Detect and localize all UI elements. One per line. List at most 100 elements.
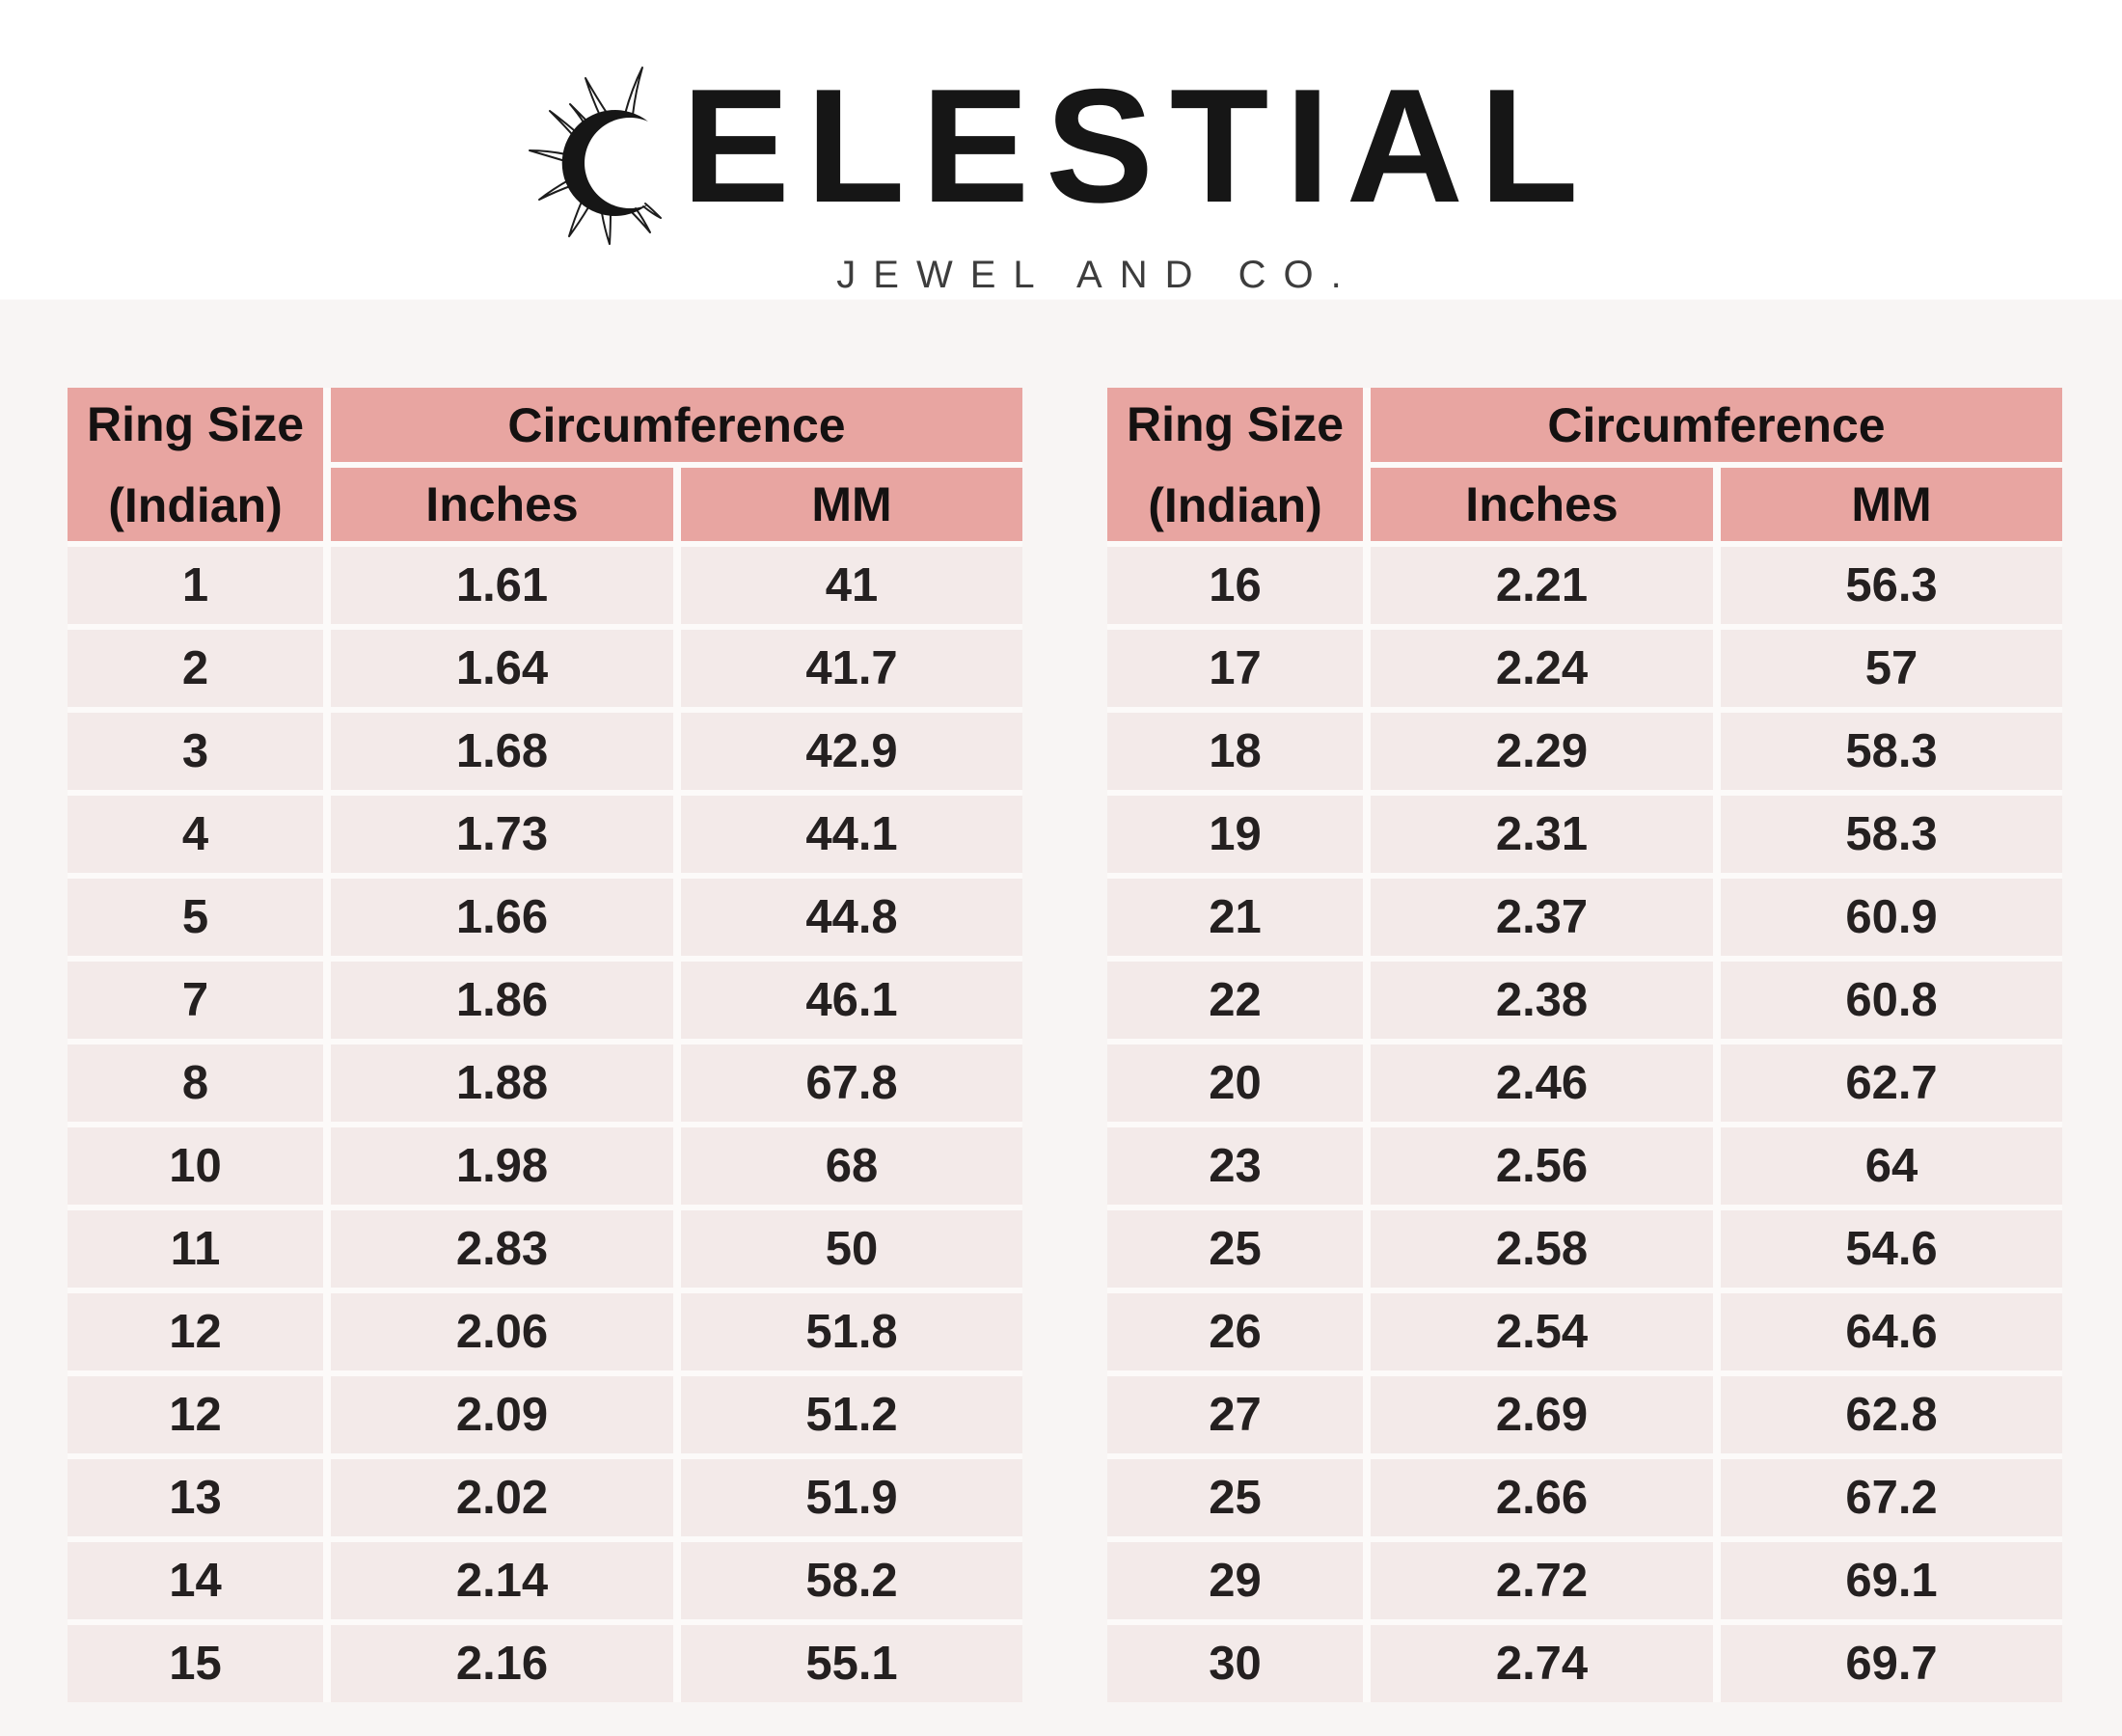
table-cell: 2.14 bbox=[331, 1542, 673, 1619]
table-cell: 2 bbox=[68, 630, 323, 707]
table-cell: 46.1 bbox=[681, 962, 1022, 1039]
table-cell: 62.8 bbox=[1721, 1376, 2062, 1453]
table-cell: 2.72 bbox=[1371, 1542, 1713, 1619]
table-cell: 25 bbox=[1107, 1210, 1363, 1288]
table-cell: 1.98 bbox=[331, 1127, 673, 1205]
table-cell: 51.8 bbox=[681, 1293, 1022, 1370]
table-cell: 13 bbox=[68, 1459, 323, 1536]
table-cell: 27 bbox=[1107, 1376, 1363, 1453]
brand-logo: ELESTIAL JEWEL AND CO. bbox=[0, 42, 2122, 297]
table-cell: 29 bbox=[1107, 1542, 1363, 1619]
ring-size-header-line2: (Indian) bbox=[108, 477, 283, 532]
ring-size-header: Ring Size (Indian) bbox=[1107, 388, 1363, 541]
table-cell: 16 bbox=[1107, 547, 1363, 624]
ring-size-header: Ring Size (Indian) bbox=[68, 388, 323, 541]
ring-size-header-line1: Ring Size bbox=[86, 396, 305, 451]
table-cell: 2.16 bbox=[331, 1625, 673, 1702]
table-cell: 12 bbox=[68, 1293, 323, 1370]
table-cell: 15 bbox=[68, 1625, 323, 1702]
table-cell: 67.8 bbox=[681, 1044, 1022, 1122]
table-cell: 21 bbox=[1107, 879, 1363, 956]
circumference-header: Circumference bbox=[331, 388, 1022, 462]
table-cell: 2.66 bbox=[1371, 1459, 1713, 1536]
table-cell: 69.7 bbox=[1721, 1625, 2062, 1702]
ring-size-header-line1: Ring Size bbox=[1126, 396, 1345, 451]
table-cell: 51.9 bbox=[681, 1459, 1022, 1536]
table-cell: 1 bbox=[68, 547, 323, 624]
table-cell: 64 bbox=[1721, 1127, 2062, 1205]
table-cell: 30 bbox=[1107, 1625, 1363, 1702]
table-cell: 1.61 bbox=[331, 547, 673, 624]
table-cell: 2.29 bbox=[1371, 713, 1713, 790]
table-cell: 64.6 bbox=[1721, 1293, 2062, 1370]
table-cell: 62.7 bbox=[1721, 1044, 2062, 1122]
table-cell: 1.66 bbox=[331, 879, 673, 956]
table-cell: 1.88 bbox=[331, 1044, 673, 1122]
table-cell: 2.46 bbox=[1371, 1044, 1713, 1122]
table-cell: 2.06 bbox=[331, 1293, 673, 1370]
table-cell: 4 bbox=[68, 796, 323, 873]
table-cell: 14 bbox=[68, 1542, 323, 1619]
table-cell: 2.37 bbox=[1371, 879, 1713, 956]
brand-name-text: ELESTIAL bbox=[681, 55, 1595, 236]
table-cell: 56.3 bbox=[1721, 547, 2062, 624]
circumference-header: Circumference bbox=[1371, 388, 2062, 462]
table-cell: 1.64 bbox=[331, 630, 673, 707]
table-cell: 1.68 bbox=[331, 713, 673, 790]
table-cell: 2.74 bbox=[1371, 1625, 1713, 1702]
table-cell: 8 bbox=[68, 1044, 323, 1122]
table-cell: 68 bbox=[681, 1127, 1022, 1205]
table-cell: 2.24 bbox=[1371, 630, 1713, 707]
table-cell: 41.7 bbox=[681, 630, 1022, 707]
table-cell: 58.3 bbox=[1721, 796, 2062, 873]
table-cell: 2.21 bbox=[1371, 547, 1713, 624]
table-cell: 44.1 bbox=[681, 796, 1022, 873]
table-cell: 2.02 bbox=[331, 1459, 673, 1536]
table-cell: 1.73 bbox=[331, 796, 673, 873]
table-cell: 25 bbox=[1107, 1459, 1363, 1536]
table-cell: 11 bbox=[68, 1210, 323, 1288]
mm-header: MM bbox=[1721, 468, 2062, 541]
brand-name-line: ELESTIAL bbox=[528, 42, 1594, 249]
table-cell: 2.58 bbox=[1371, 1210, 1713, 1288]
brand-subtitle: JEWEL AND CO. bbox=[836, 254, 1359, 296]
table-cell: 44.8 bbox=[681, 879, 1022, 956]
table-cell: 2.38 bbox=[1371, 962, 1713, 1039]
left-size-table: Ring Size (Indian) Circumference Inches … bbox=[68, 388, 1022, 1702]
table-cell: 22 bbox=[1107, 962, 1363, 1039]
table-cell: 58.3 bbox=[1721, 713, 2062, 790]
table-cell: 58.2 bbox=[681, 1542, 1022, 1619]
mm-header: MM bbox=[681, 468, 1022, 541]
table-cell: 10 bbox=[68, 1127, 323, 1205]
table-cell: 26 bbox=[1107, 1293, 1363, 1370]
table-cell: 2.69 bbox=[1371, 1376, 1713, 1453]
table-cell: 2.31 bbox=[1371, 796, 1713, 873]
table-cell: 69.1 bbox=[1721, 1542, 2062, 1619]
table-cell: 55.1 bbox=[681, 1625, 1022, 1702]
table-cell: 2.56 bbox=[1371, 1127, 1713, 1205]
table-cell: 54.6 bbox=[1721, 1210, 2062, 1288]
inches-header: Inches bbox=[331, 468, 673, 541]
ring-size-header-line2: (Indian) bbox=[1148, 477, 1322, 532]
table-cell: 67.2 bbox=[1721, 1459, 2062, 1536]
table-cell: 57 bbox=[1721, 630, 2062, 707]
table-cell: 5 bbox=[68, 879, 323, 956]
table-cell: 19 bbox=[1107, 796, 1363, 873]
table-cell: 50 bbox=[681, 1210, 1022, 1288]
sun-crescent-icon bbox=[528, 67, 662, 245]
table-cell: 20 bbox=[1107, 1044, 1363, 1122]
table-cell: 7 bbox=[68, 962, 323, 1039]
table-cell: 2.09 bbox=[331, 1376, 673, 1453]
table-cell: 2.54 bbox=[1371, 1293, 1713, 1370]
inches-header: Inches bbox=[1371, 468, 1713, 541]
table-cell: 23 bbox=[1107, 1127, 1363, 1205]
table-cell: 60.9 bbox=[1721, 879, 2062, 956]
table-cell: 3 bbox=[68, 713, 323, 790]
table-cell: 18 bbox=[1107, 713, 1363, 790]
table-cell: 12 bbox=[68, 1376, 323, 1453]
table-cell: 42.9 bbox=[681, 713, 1022, 790]
table-cell: 17 bbox=[1107, 630, 1363, 707]
table-cell: 60.8 bbox=[1721, 962, 2062, 1039]
table-cell: 51.2 bbox=[681, 1376, 1022, 1453]
